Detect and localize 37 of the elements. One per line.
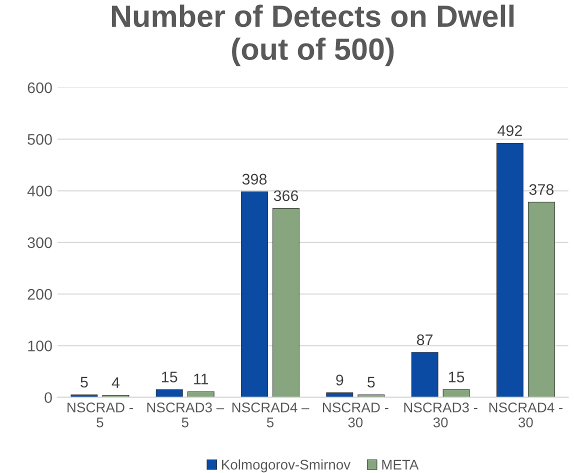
data-label: 15 <box>448 372 464 382</box>
chart-title: Number of Detects on Dwell (out of 500) <box>112 4 514 66</box>
y-tick-label: 600 <box>28 82 52 94</box>
data-label: 398 <box>242 174 267 185</box>
bar <box>187 391 214 398</box>
x-tick-label: NSCRAD3 – 5 <box>147 402 224 428</box>
bar <box>496 142 524 398</box>
bar <box>241 192 268 398</box>
bar <box>272 208 300 398</box>
data-label: 4 <box>112 377 120 388</box>
y-tick-label: 500 <box>28 134 52 145</box>
data-label: 366 <box>274 190 298 202</box>
data-label: 87 <box>416 334 433 346</box>
data-label: 378 <box>529 184 554 195</box>
bar <box>156 389 183 398</box>
y-tick-label: 0 <box>44 392 52 404</box>
bar <box>528 202 555 398</box>
legend-label: Kolmogorov-Smirnov <box>222 459 351 472</box>
x-tick-label: NSCRAD - 5 <box>68 402 133 428</box>
y-tick-label: 200 <box>28 288 52 300</box>
x-tick-label: NSCRAD3 - 30 <box>404 402 478 428</box>
legend-label: META <box>382 460 419 470</box>
x-tick-label: NSCRAD4 – 5 <box>232 402 310 428</box>
bar <box>411 352 438 398</box>
data-label: 11 <box>194 374 208 384</box>
data-label: 5 <box>80 376 88 388</box>
x-tick-label: NSCRAD4 - 30 <box>489 402 562 428</box>
data-label: 5 <box>368 376 375 388</box>
x-tick-label: NSCRAD - 30 <box>322 402 388 428</box>
y-tick-label: 100 <box>28 340 52 352</box>
bar <box>326 392 354 398</box>
y-tick-label: 300 <box>28 237 52 248</box>
y-tick-label: 400 <box>27 186 52 196</box>
data-label: 492 <box>498 125 522 136</box>
data-label: 9 <box>336 374 344 386</box>
bar <box>442 389 470 398</box>
data-label: 15 <box>162 372 178 382</box>
